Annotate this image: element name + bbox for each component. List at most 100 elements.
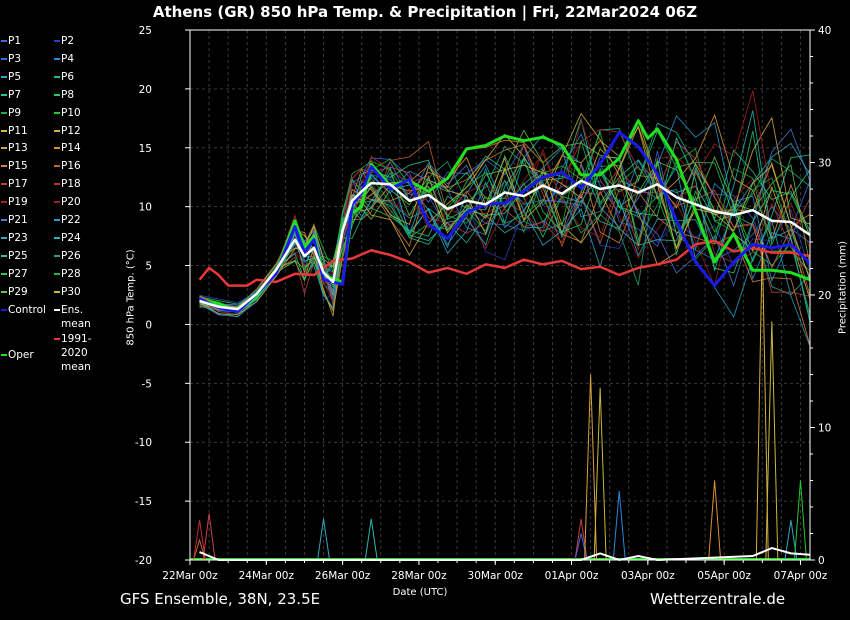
member-line bbox=[199, 130, 811, 313]
legend-swatch bbox=[54, 236, 60, 239]
legend-swatch bbox=[1, 165, 7, 168]
legend-label: Ens. mean bbox=[61, 303, 91, 330]
legend-swatch bbox=[1, 75, 7, 78]
precip-spike bbox=[612, 491, 626, 561]
legend-label: P26 bbox=[61, 249, 81, 262]
member-line bbox=[199, 115, 811, 321]
series-ens-mean bbox=[199, 179, 811, 311]
y2-axis-label: Precipitation (mm) bbox=[837, 241, 849, 334]
legend-label: Oper bbox=[8, 349, 34, 361]
legend-label: P23 bbox=[8, 231, 28, 244]
y2-tick-label: 40 bbox=[818, 25, 831, 37]
legend-swatch bbox=[1, 129, 7, 132]
member-line bbox=[199, 141, 811, 308]
legend-swatch bbox=[1, 201, 7, 204]
legend-label: P6 bbox=[61, 70, 75, 83]
legend-label: P7 bbox=[8, 88, 22, 101]
legend-label: P19 bbox=[8, 196, 28, 209]
precip-spike bbox=[708, 480, 722, 561]
precipitation-layer bbox=[190, 241, 811, 562]
legend-label: P14 bbox=[61, 142, 81, 155]
y-tick-label: 25 bbox=[139, 25, 152, 37]
y-tick-label: 5 bbox=[145, 261, 152, 273]
y-tick-label: -20 bbox=[135, 555, 152, 567]
legend-label: P9 bbox=[8, 106, 22, 119]
series-control bbox=[198, 130, 812, 313]
member-line bbox=[199, 122, 811, 318]
legend-swatch bbox=[1, 272, 7, 275]
x-axis-label: Date (UTC) bbox=[392, 587, 448, 598]
x-tick-label: 26Mar 00z bbox=[315, 570, 371, 582]
legend-label: P4 bbox=[61, 52, 75, 65]
legend-label: P18 bbox=[61, 178, 81, 191]
member-line bbox=[199, 113, 811, 317]
legend-swatch bbox=[54, 254, 60, 257]
legend-swatch bbox=[1, 183, 7, 186]
precip-spike bbox=[202, 513, 216, 561]
y-tick-label: 20 bbox=[139, 84, 152, 96]
legend-swatch bbox=[1, 236, 7, 239]
precip-spike bbox=[793, 480, 807, 561]
legend-swatch bbox=[54, 93, 60, 96]
legend-swatch bbox=[54, 308, 60, 311]
legend-label: P21 bbox=[8, 214, 28, 226]
legend-label: P20 bbox=[61, 196, 81, 209]
precip-spike bbox=[364, 518, 378, 561]
member-line bbox=[199, 129, 811, 308]
legend-label: P11 bbox=[8, 124, 28, 137]
chart-title: Athens (GR) 850 hPa Temp. & Precipitatio… bbox=[152, 3, 698, 21]
legend-swatch bbox=[54, 272, 60, 275]
legend-swatch bbox=[1, 57, 7, 60]
legend-swatch bbox=[54, 201, 60, 204]
legend-swatch bbox=[54, 111, 60, 114]
legend-swatch bbox=[54, 40, 60, 42]
precip-spike bbox=[784, 520, 798, 561]
legend-label: P27 bbox=[8, 267, 28, 280]
legend-swatch bbox=[1, 290, 7, 293]
legend-label: P16 bbox=[61, 160, 81, 173]
x-tick-label: 01Apr 00z bbox=[545, 570, 599, 582]
legend-label: P3 bbox=[8, 52, 22, 65]
legend-label: 1991-2020 mean bbox=[61, 333, 92, 373]
source-credit: Wetterzentrale.de bbox=[650, 590, 786, 608]
series-oper bbox=[199, 119, 811, 313]
legend-label: P2 bbox=[61, 35, 75, 47]
legend-swatch bbox=[54, 57, 60, 60]
x-tick-label: 30Mar 00z bbox=[468, 570, 524, 582]
precip-spike bbox=[584, 374, 598, 561]
x-tick-label: 28Mar 00z bbox=[391, 570, 447, 582]
legend-label: P25 bbox=[8, 249, 28, 262]
legend-swatch bbox=[1, 308, 7, 311]
x-tick-label: 05Apr 00z bbox=[697, 570, 751, 582]
y2-tick-label: 0 bbox=[818, 555, 825, 567]
legend-label: P24 bbox=[61, 231, 81, 244]
legend-swatch bbox=[1, 93, 7, 96]
y-tick-label: -5 bbox=[142, 378, 152, 390]
legend-swatch bbox=[54, 165, 60, 168]
legend-swatch bbox=[54, 75, 60, 78]
legend-label: P12 bbox=[61, 124, 81, 137]
x-tick-label: 07Apr 00z bbox=[774, 570, 828, 582]
legend-swatch bbox=[54, 183, 60, 186]
legend-swatch bbox=[1, 219, 7, 221]
legend-swatch bbox=[1, 354, 7, 356]
legend-swatch bbox=[1, 40, 7, 42]
precip-spike bbox=[193, 520, 207, 561]
series-layer bbox=[198, 119, 812, 313]
legend-label: P8 bbox=[61, 88, 75, 101]
y-tick-label: -15 bbox=[135, 496, 152, 508]
precip-spike bbox=[765, 321, 779, 561]
y-tick-label: -10 bbox=[135, 437, 152, 449]
member-line bbox=[199, 118, 811, 311]
legend-swatch bbox=[54, 290, 60, 293]
legend-label: Control bbox=[8, 303, 46, 316]
model-info: GFS Ensemble, 38N, 23.5E bbox=[120, 590, 321, 608]
y-tick-label: 0 bbox=[145, 319, 152, 331]
legend-label: P29 bbox=[8, 285, 28, 298]
legend-swatch bbox=[54, 129, 60, 132]
y-tick-label: 15 bbox=[139, 143, 152, 155]
member-line bbox=[199, 90, 811, 313]
y2-tick-label: 20 bbox=[818, 290, 831, 302]
y-tick-label: 10 bbox=[139, 202, 152, 214]
